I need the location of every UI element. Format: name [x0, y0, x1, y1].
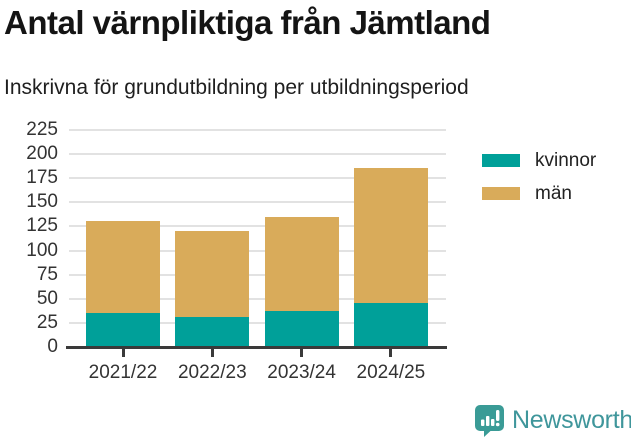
- x-tick-label: 2021/22: [88, 362, 158, 383]
- y-tick-label: 225: [26, 119, 58, 140]
- brand-footer[interactable]: Newsworthy: [474, 404, 631, 437]
- bar-segment-män-2023-24[interactable]: [264, 216, 339, 312]
- legend-item-kvinnor[interactable]: kvinnor: [482, 150, 596, 171]
- gridline: [69, 129, 446, 131]
- y-tick-label: 100: [26, 239, 58, 261]
- y-tick-label: 25: [36, 311, 58, 333]
- y-tick-label: 75: [36, 263, 58, 285]
- gridline: [69, 297, 446, 300]
- legend: kvinnor män: [482, 150, 596, 216]
- gridline: [69, 201, 446, 204]
- bar-segment-män-2021-22[interactable]: [86, 220, 160, 314]
- x-tick-label: 2022/23: [177, 362, 247, 383]
- newsworthy-bar-chart-bubble-icon: [474, 404, 505, 437]
- x-tick: [121, 349, 125, 357]
- brand-name: Newsworthy: [512, 406, 631, 434]
- x-axis-line: [66, 346, 447, 349]
- y-tick-label: 125: [26, 215, 58, 237]
- x-tick: [210, 349, 214, 357]
- bar-segment-kvinnor-2022-23[interactable]: [175, 317, 250, 347]
- bar-segment-män-2024-25[interactable]: [353, 167, 428, 303]
- bar-segment-kvinnor-2023-24[interactable]: [264, 311, 339, 347]
- bar-segment-kvinnor-2024-25[interactable]: [353, 302, 428, 347]
- legend-label: kvinnor: [535, 150, 597, 171]
- bar-segment-män-2022-23[interactable]: [175, 231, 250, 318]
- plot-area: [69, 129, 446, 347]
- x-tick: [300, 349, 304, 357]
- y-tick-label: 200: [26, 143, 58, 165]
- y-tick-label: 175: [26, 167, 58, 189]
- legend-item-män[interactable]: män: [482, 183, 596, 204]
- gridline: [69, 153, 446, 156]
- gridline: [69, 273, 446, 276]
- legend-swatch-kvinnor: [482, 154, 520, 167]
- gridline: [69, 225, 446, 228]
- x-tick: [389, 349, 393, 357]
- gridline: [69, 249, 446, 252]
- y-tick-label: 50: [36, 287, 58, 309]
- bar-segment-kvinnor-2021-22[interactable]: [86, 313, 160, 347]
- gridline: [69, 177, 446, 180]
- y-tick-label: 150: [26, 191, 58, 213]
- gridline: [69, 321, 446, 324]
- x-tick-label: 2023/24: [267, 362, 336, 383]
- legend-label: män: [535, 183, 572, 204]
- y-tick-label: 0: [47, 336, 58, 357]
- legend-swatch-män: [482, 187, 520, 200]
- x-tick-label: 2024/25: [356, 362, 426, 383]
- chart-title: Antal värnpliktiga från Jämtland: [4, 4, 491, 41]
- chart-subtitle: Inskrivna för grundutbildning per utbild…: [4, 76, 469, 99]
